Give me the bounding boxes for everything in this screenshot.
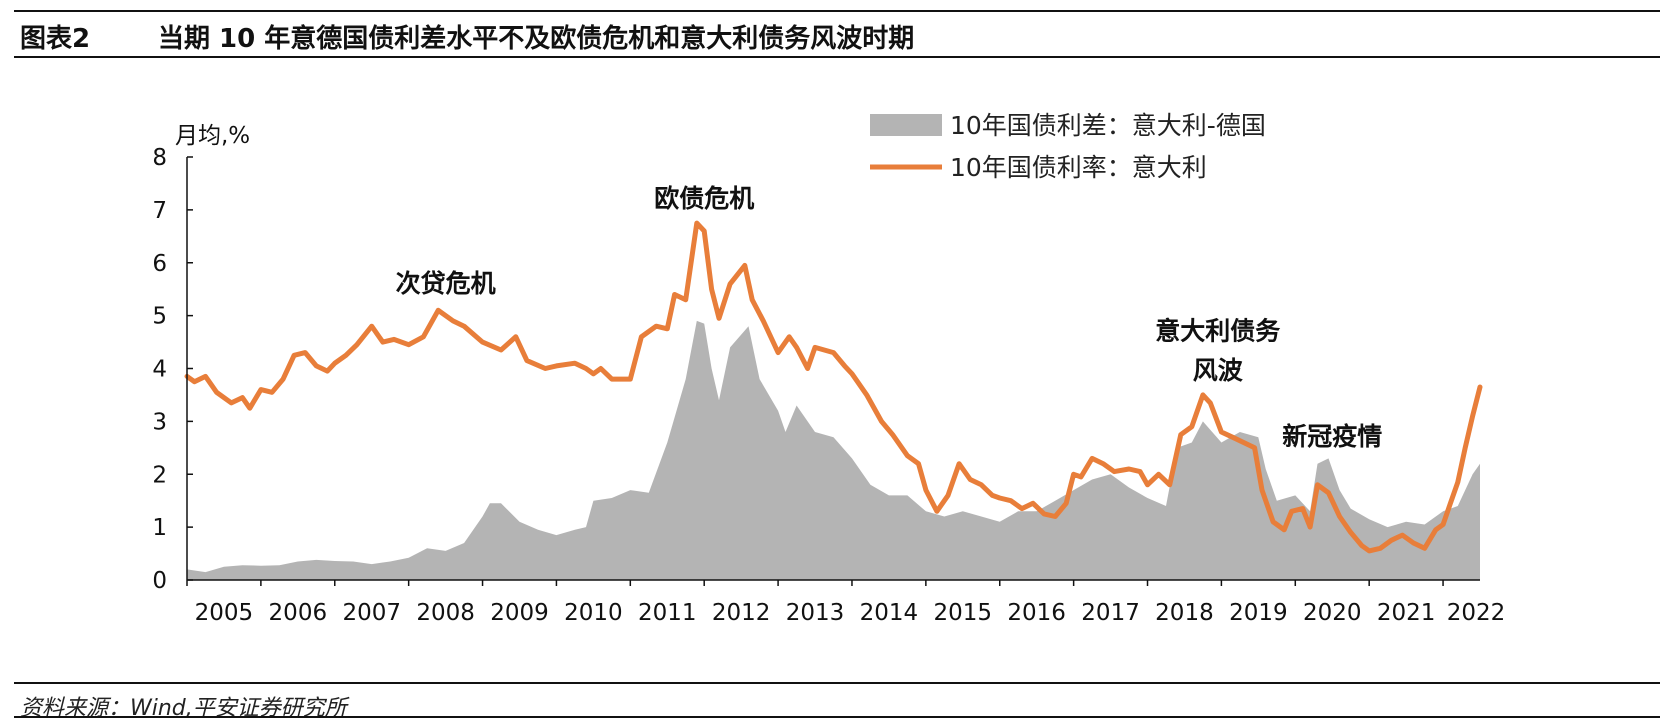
footer-top-rule [14, 682, 1660, 684]
header-rule [14, 56, 1660, 58]
chart-annotation: 风波 [1193, 356, 1244, 385]
figure-header: 图表2 当期 10 年意德国债利差水平不及欧债危机和意大利债务风波时期 [20, 18, 1650, 58]
chart-annotation: 欧债危机 [654, 184, 754, 213]
y-tick-label: 4 [152, 357, 167, 383]
x-tick-label: 2011 [638, 600, 697, 626]
x-tick-label: 2019 [1229, 600, 1288, 626]
y-tick-label: 5 [152, 304, 167, 330]
x-tick-label: 2016 [1007, 600, 1066, 626]
chart-annotation: 新冠疫情 [1282, 422, 1382, 451]
x-tick-label: 2007 [342, 600, 401, 626]
footer-bottom-rule [14, 716, 1660, 718]
unit-label: 月均,% [175, 123, 250, 149]
x-tick-label: 2018 [1155, 600, 1214, 626]
y-tick-label: 6 [152, 251, 167, 277]
y-tick-label: 7 [152, 198, 167, 224]
figure-label: 图表2 [20, 24, 91, 54]
chart-annotation: 次贷危机 [396, 269, 496, 298]
legend-label: 10年国债利差：意大利-德国 [950, 111, 1266, 140]
x-tick-label: 2006 [269, 600, 328, 626]
y-tick-label: 2 [152, 462, 167, 488]
x-tick-label: 2021 [1377, 600, 1436, 626]
y-tick-label: 0 [152, 568, 167, 594]
x-tick-label: 2014 [860, 600, 919, 626]
chart-annotation: 意大利债务 [1155, 316, 1280, 345]
x-tick-label: 2010 [564, 600, 623, 626]
x-tick-label: 2013 [786, 600, 845, 626]
y-tick-label: 8 [152, 145, 167, 171]
yield-line-series [184, 220, 1483, 554]
chart: 0 1 2 3 4 5 6 7 8 2005 2006 2007 2008 2009 2010 2011 201… [152, 111, 1506, 626]
x-tick-label: 2022 [1447, 600, 1506, 626]
legend-swatch-area [870, 114, 942, 136]
legend-label: 10年国债利率：意大利 [950, 153, 1207, 182]
y-tick-label: 3 [152, 409, 167, 435]
spread-area-series [187, 320, 1480, 580]
x-tick-label: 2005 [195, 600, 254, 626]
figure-title: 当期 10 年意德国债利差水平不及欧债危机和意大利债务风波时期 [158, 24, 915, 54]
x-tick-label: 2017 [1081, 600, 1140, 626]
x-tick-label: 2009 [490, 600, 549, 626]
x-tick-label: 2020 [1303, 600, 1362, 626]
top-rule [14, 10, 1660, 12]
x-tick-label: 2012 [712, 600, 771, 626]
y-tick-label: 1 [152, 515, 167, 541]
x-tick-label: 2008 [416, 600, 475, 626]
x-tick-label: 2015 [934, 600, 993, 626]
